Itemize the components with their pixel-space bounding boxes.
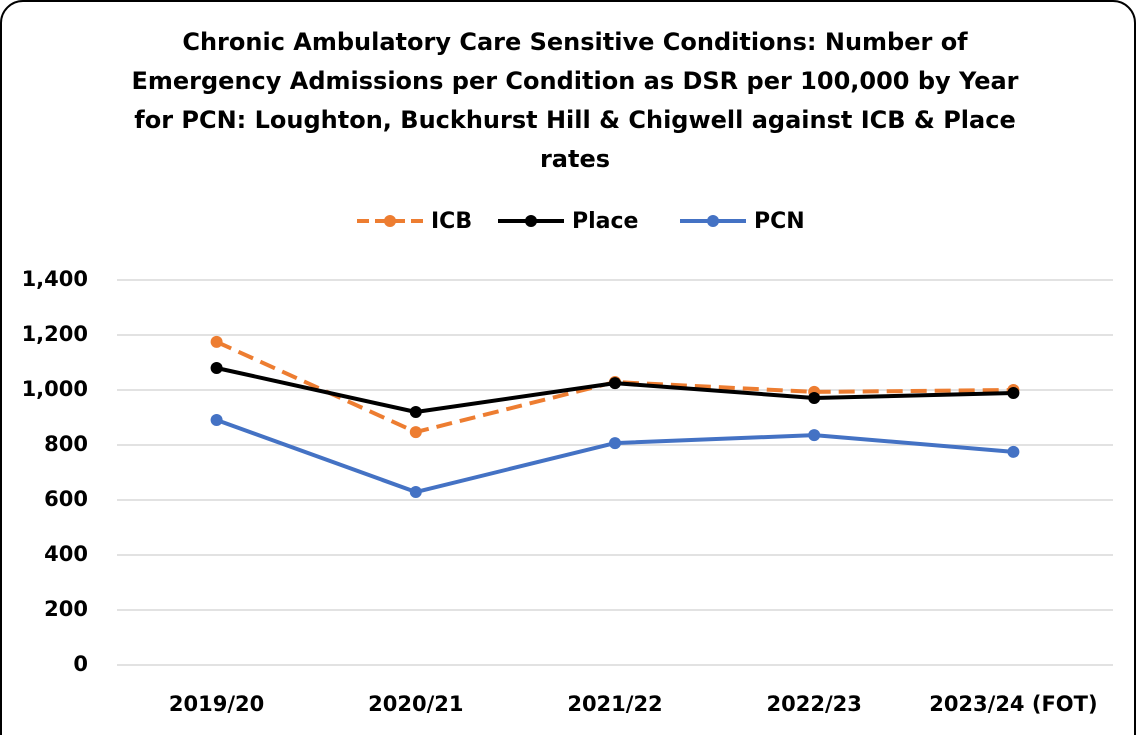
chart-title: for PCN: Loughton, Buckhurst Hill & Chig… [134, 106, 1015, 134]
series-line [215, 340, 1014, 435]
x-tick-label: 2023/24 (FOT) [929, 692, 1097, 716]
y-tick-label: 1,400 [22, 267, 88, 291]
legend-label: ICB [431, 209, 472, 234]
data-point [808, 391, 821, 404]
data-point [409, 406, 422, 418]
y-tick-label: 400 [44, 542, 88, 566]
data-point [409, 426, 422, 439]
legend-marker [384, 215, 396, 227]
data-point [210, 362, 223, 374]
data-point [210, 335, 223, 348]
chart-title: Chronic Ambulatory Care Sensitive Condit… [182, 28, 968, 56]
y-tick-label: 600 [44, 487, 88, 511]
y-tick-label: 1,200 [22, 322, 88, 346]
y-tick-label: 200 [44, 597, 88, 621]
data-point [609, 377, 621, 390]
data-point [609, 437, 621, 450]
x-tick-label: 2021/22 [567, 692, 662, 716]
legend-marker [525, 215, 537, 227]
y-tick-label: 800 [44, 432, 88, 456]
x-tick-label: 2020/21 [368, 692, 463, 716]
legend-label: Place [572, 209, 638, 234]
chart-title: rates [540, 145, 610, 173]
y-tick-label: 1,000 [22, 377, 88, 401]
data-point [1007, 387, 1020, 400]
x-tick-label: 2022/23 [767, 692, 862, 716]
legend-label: PCN [754, 209, 805, 234]
data-point [409, 486, 422, 499]
chart-title: Emergency Admissions per Condition as DS… [131, 67, 1018, 95]
data-point [1007, 445, 1020, 458]
data-point [210, 413, 223, 426]
y-tick-label: 0 [73, 652, 88, 676]
x-tick-label: 2019/20 [169, 692, 264, 716]
legend-marker [707, 215, 719, 227]
data-point [808, 429, 821, 442]
